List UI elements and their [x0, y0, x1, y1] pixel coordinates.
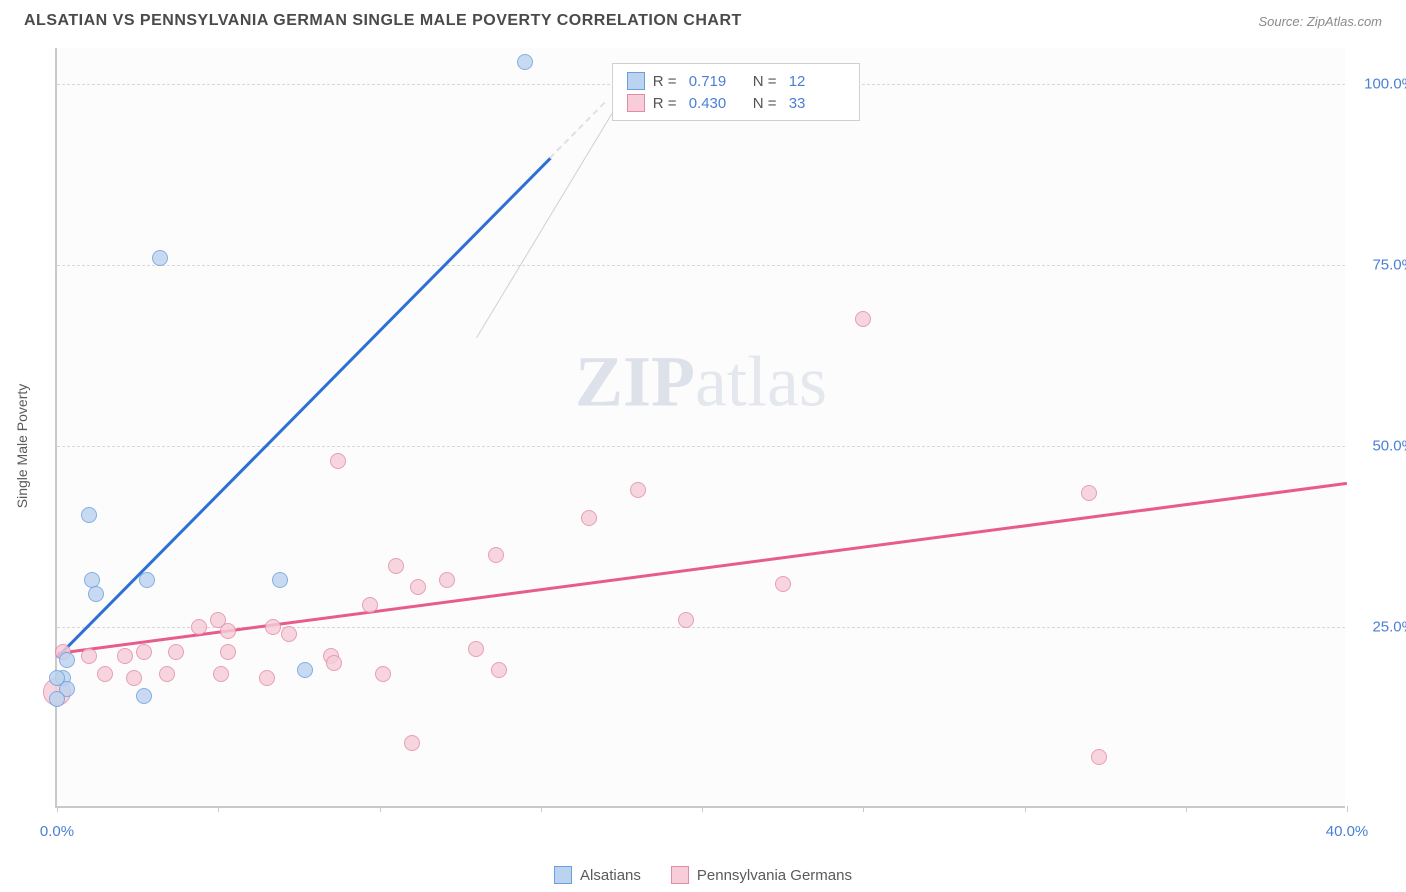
data-point: [220, 644, 236, 660]
data-point: [49, 691, 65, 707]
data-point: [775, 576, 791, 592]
data-point: [139, 572, 155, 588]
stats-text: 0.719: [689, 73, 745, 90]
x-tick: [863, 806, 864, 812]
x-tick: [218, 806, 219, 812]
data-point: [59, 652, 75, 668]
x-tick: [702, 806, 703, 812]
y-tick-label: 100.0%: [1355, 76, 1406, 93]
source-label: Source: ZipAtlas.com: [1258, 14, 1382, 29]
data-point: [213, 666, 229, 682]
data-point: [136, 644, 152, 660]
chart-area: ZIPatlas 25.0%50.0%75.0%100.0%0.0%40.0%R…: [55, 48, 1345, 808]
data-point: [84, 572, 100, 588]
legend-swatch-a-icon: [554, 866, 572, 884]
data-point: [488, 547, 504, 563]
data-point: [1081, 485, 1097, 501]
legend-label-a: Alsatians: [580, 867, 641, 884]
legend-swatch-b-icon: [671, 866, 689, 884]
data-point: [410, 579, 426, 595]
stats-text: R =: [653, 95, 681, 112]
trend-line: [57, 482, 1347, 655]
x-tick: [380, 806, 381, 812]
legend-item-a: Alsatians: [554, 866, 641, 884]
data-point: [404, 735, 420, 751]
y-tick-label: 75.0%: [1355, 257, 1406, 274]
y-tick-label: 25.0%: [1355, 619, 1406, 636]
stats-text: R =: [653, 73, 681, 90]
data-point: [517, 54, 533, 70]
data-point: [152, 250, 168, 266]
data-point: [159, 666, 175, 682]
data-point: [468, 641, 484, 657]
data-point: [88, 586, 104, 602]
data-point: [220, 623, 236, 639]
trend-line: [56, 157, 551, 658]
data-point: [272, 572, 288, 588]
bottom-legend: Alsatians Pennsylvania Germans: [554, 866, 852, 884]
y-axis-label: Single Male Poverty: [14, 384, 30, 509]
data-point: [281, 626, 297, 642]
stats-text: N =: [753, 95, 781, 112]
x-tick: [1025, 806, 1026, 812]
data-point: [191, 619, 207, 635]
stats-swatch-icon: [627, 94, 645, 112]
y-tick-label: 50.0%: [1355, 438, 1406, 455]
data-point: [136, 688, 152, 704]
data-point: [49, 670, 65, 686]
stats-swatch-icon: [627, 72, 645, 90]
stats-text: N =: [753, 73, 781, 90]
data-point: [126, 670, 142, 686]
data-point: [97, 666, 113, 682]
data-point: [439, 572, 455, 588]
data-point: [678, 612, 694, 628]
data-point: [81, 507, 97, 523]
x-tick: [1347, 806, 1348, 812]
chart-title: ALSATIAN VS PENNSYLVANIA GERMAN SINGLE M…: [24, 12, 742, 30]
stats-box: R = 0.719 N = 12 R = 0.430 N = 33: [612, 63, 860, 121]
gridline: [57, 446, 1345, 447]
data-point: [117, 648, 133, 664]
x-tick: [1186, 806, 1187, 812]
data-point: [168, 644, 184, 660]
data-point: [1091, 749, 1107, 765]
data-point: [326, 655, 342, 671]
data-point: [388, 558, 404, 574]
data-point: [81, 648, 97, 664]
data-point: [330, 453, 346, 469]
data-point: [630, 482, 646, 498]
data-point: [265, 619, 281, 635]
trend-line: [550, 101, 607, 158]
stats-text: 12: [789, 73, 845, 90]
data-point: [375, 666, 391, 682]
stats-text: 0.430: [689, 95, 745, 112]
plot-area: ZIPatlas 25.0%50.0%75.0%100.0%0.0%40.0%R…: [55, 48, 1345, 808]
stats-text: 33: [789, 95, 845, 112]
data-point: [855, 311, 871, 327]
data-point: [259, 670, 275, 686]
x-tick: [57, 806, 58, 812]
stats-row: R = 0.719 N = 12: [627, 70, 845, 92]
x-tick-label: 0.0%: [40, 823, 74, 840]
x-tick: [541, 806, 542, 812]
legend-item-b: Pennsylvania Germans: [671, 866, 852, 884]
watermark: ZIPatlas: [575, 340, 827, 423]
x-tick-label: 40.0%: [1326, 823, 1369, 840]
data-point: [362, 597, 378, 613]
trend-line: [476, 113, 612, 338]
data-point: [581, 510, 597, 526]
legend-label-b: Pennsylvania Germans: [697, 867, 852, 884]
gridline: [57, 265, 1345, 266]
data-point: [491, 662, 507, 678]
stats-row: R = 0.430 N = 33: [627, 92, 845, 114]
data-point: [297, 662, 313, 678]
